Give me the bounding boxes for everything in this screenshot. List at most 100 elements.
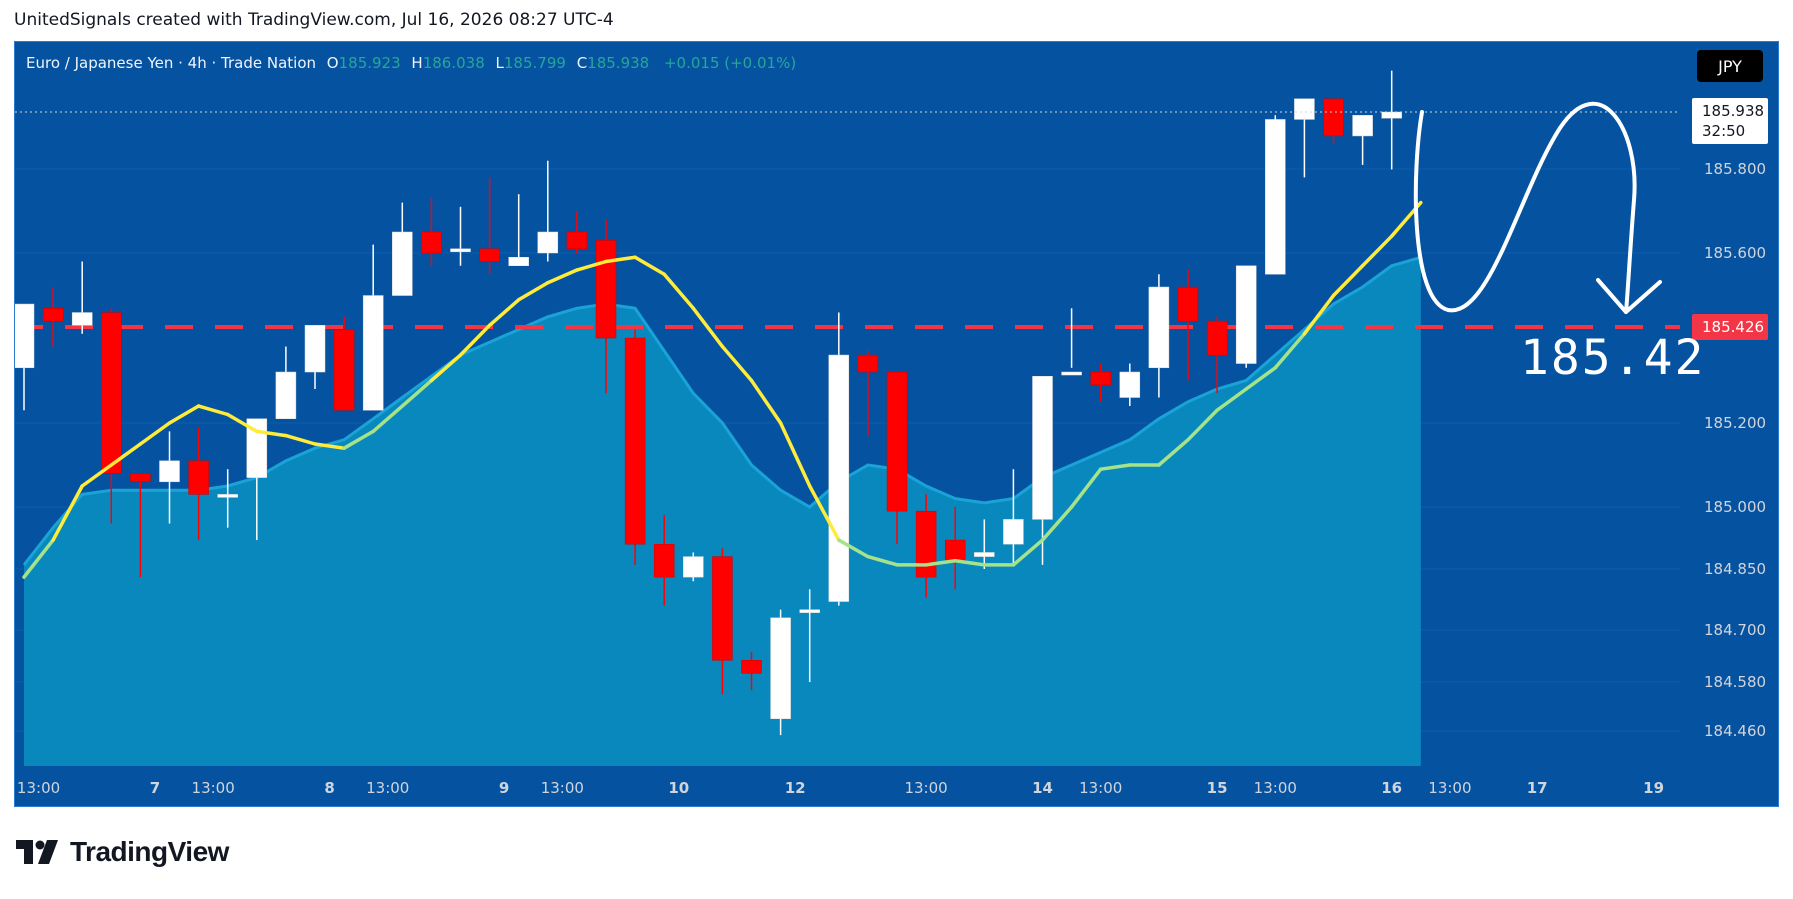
- candle-body-0: [15, 303, 35, 369]
- fast-ma-seg-1: [51, 484, 84, 542]
- candle-32: [944, 507, 966, 590]
- high-key: H: [411, 54, 423, 72]
- candle-body-26: [770, 617, 791, 719]
- fast-ma-seg-24: [720, 344, 754, 383]
- candle-0: [15, 303, 35, 411]
- fast-ma-seg-10: [313, 442, 346, 450]
- close-key: C: [576, 54, 588, 72]
- fast-ma-seg-20: [604, 255, 637, 264]
- time-tick-label-1: 7: [150, 779, 160, 797]
- candle-body-5: [159, 460, 180, 483]
- candle-36: [1061, 308, 1082, 376]
- fast-ma-seg-18: [546, 268, 579, 285]
- candle-3: [101, 308, 122, 524]
- fast-ma: [22, 200, 1423, 579]
- fast-ma-seg-27: [807, 484, 841, 542]
- candle-10: [304, 325, 326, 390]
- tradingview-logo-text: TradingView: [70, 836, 229, 867]
- candle-body-37: [1090, 371, 1111, 386]
- candle-body-28: [828, 354, 850, 602]
- candle-43: [1265, 115, 1286, 275]
- candle-body-38: [1119, 371, 1141, 398]
- price-tick-label-0: 184.460: [1704, 722, 1766, 740]
- candle-9: [275, 346, 297, 420]
- currency-button[interactable]: JPY: [1697, 50, 1763, 82]
- fast-ma-seg-31: [924, 558, 957, 567]
- candle-30: [886, 371, 908, 545]
- fast-ma-seg-7: [225, 412, 259, 434]
- candle-41: [1206, 316, 1228, 394]
- price-tick-label-1: 184.580: [1704, 673, 1766, 691]
- candle-body-47: [1381, 111, 1402, 119]
- slow-ma-fill: [24, 257, 1421, 766]
- fast-ma-seg-16: [487, 298, 521, 328]
- candle-40: [1177, 270, 1199, 381]
- price-axis: 184.460 184.580 184.700 184.850 185.000 185.2…: [1704, 160, 1766, 740]
- candle-12: [362, 244, 384, 411]
- candle-body-43: [1265, 119, 1286, 275]
- bar-countdown: 32:50: [1702, 122, 1746, 140]
- candle-26: [770, 609, 791, 736]
- candle-28: [828, 312, 850, 606]
- candle-body-2: [71, 312, 93, 326]
- candle-body-9: [275, 371, 297, 420]
- candle-37: [1090, 363, 1111, 402]
- candle-11: [333, 316, 355, 411]
- fast-ma-seg-5: [167, 404, 201, 425]
- candle-2: [71, 261, 93, 334]
- fast-ma-seg-23: [691, 306, 725, 349]
- candle-body-23: [683, 556, 704, 578]
- time-tick-label-13: 13:00: [1254, 779, 1297, 797]
- candle-39: [1148, 274, 1170, 398]
- fast-ma-seg-3: [109, 442, 143, 467]
- time-tick-label-9: 13:00: [904, 779, 947, 797]
- fast-ma-seg-43: [1273, 332, 1307, 370]
- fast-ma-seg-6: [196, 404, 230, 417]
- candle-5: [159, 431, 180, 524]
- fast-ma-seg-11: [342, 429, 375, 450]
- candle-7: [217, 469, 238, 528]
- candle-body-14: [421, 231, 442, 254]
- tradingview-logo-icon: [16, 840, 58, 864]
- candle-body-3: [101, 312, 122, 474]
- candle-body-44: [1294, 98, 1315, 120]
- fast-ma-seg-34: [1011, 538, 1045, 567]
- level-price-tag: 185.426: [1692, 314, 1768, 340]
- fast-ma-seg-21: [633, 255, 666, 277]
- price-tick-label-5: 185.200: [1704, 414, 1766, 432]
- fast-ma-seg-15: [458, 323, 492, 357]
- candle-22: [653, 515, 675, 606]
- candle-20: [595, 219, 617, 394]
- price-tick-label-2: 184.700: [1704, 621, 1766, 639]
- time-tick-label-6: 13:00: [541, 779, 584, 797]
- open-value: 185.923: [338, 54, 401, 72]
- candle-body-4: [130, 473, 151, 483]
- candle-23: [683, 552, 704, 582]
- candle-27: [799, 589, 820, 682]
- candle-45: [1323, 98, 1344, 145]
- fast-ma-seg-2: [80, 463, 114, 488]
- candle-18: [537, 160, 559, 262]
- time-tick-label-4: 13:00: [366, 779, 409, 797]
- candle-46: [1352, 115, 1373, 165]
- candle-body-10: [304, 325, 326, 373]
- candle-body-30: [886, 371, 908, 512]
- fast-ma-seg-17: [516, 281, 550, 302]
- candle-body-17: [508, 257, 529, 267]
- candle-35: [1032, 376, 1053, 565]
- time-tick-label-5: 9: [499, 779, 509, 797]
- candle-body-15: [450, 248, 471, 253]
- tradingview-logo[interactable]: TradingView: [16, 836, 229, 868]
- fast-ma-seg-35: [1040, 505, 1074, 542]
- fast-ma-seg-37: [1098, 463, 1132, 471]
- candle-body-42: [1235, 265, 1257, 364]
- candle-body-45: [1323, 98, 1344, 137]
- last-price: 185.938: [1702, 102, 1765, 120]
- high-value: 186.038: [422, 54, 485, 72]
- candle-42: [1235, 265, 1257, 368]
- fast-ma-seg-8: [255, 429, 288, 438]
- time-tick-label-12: 15: [1207, 779, 1228, 797]
- candle-body-6: [188, 460, 209, 495]
- candle-body-24: [712, 556, 733, 661]
